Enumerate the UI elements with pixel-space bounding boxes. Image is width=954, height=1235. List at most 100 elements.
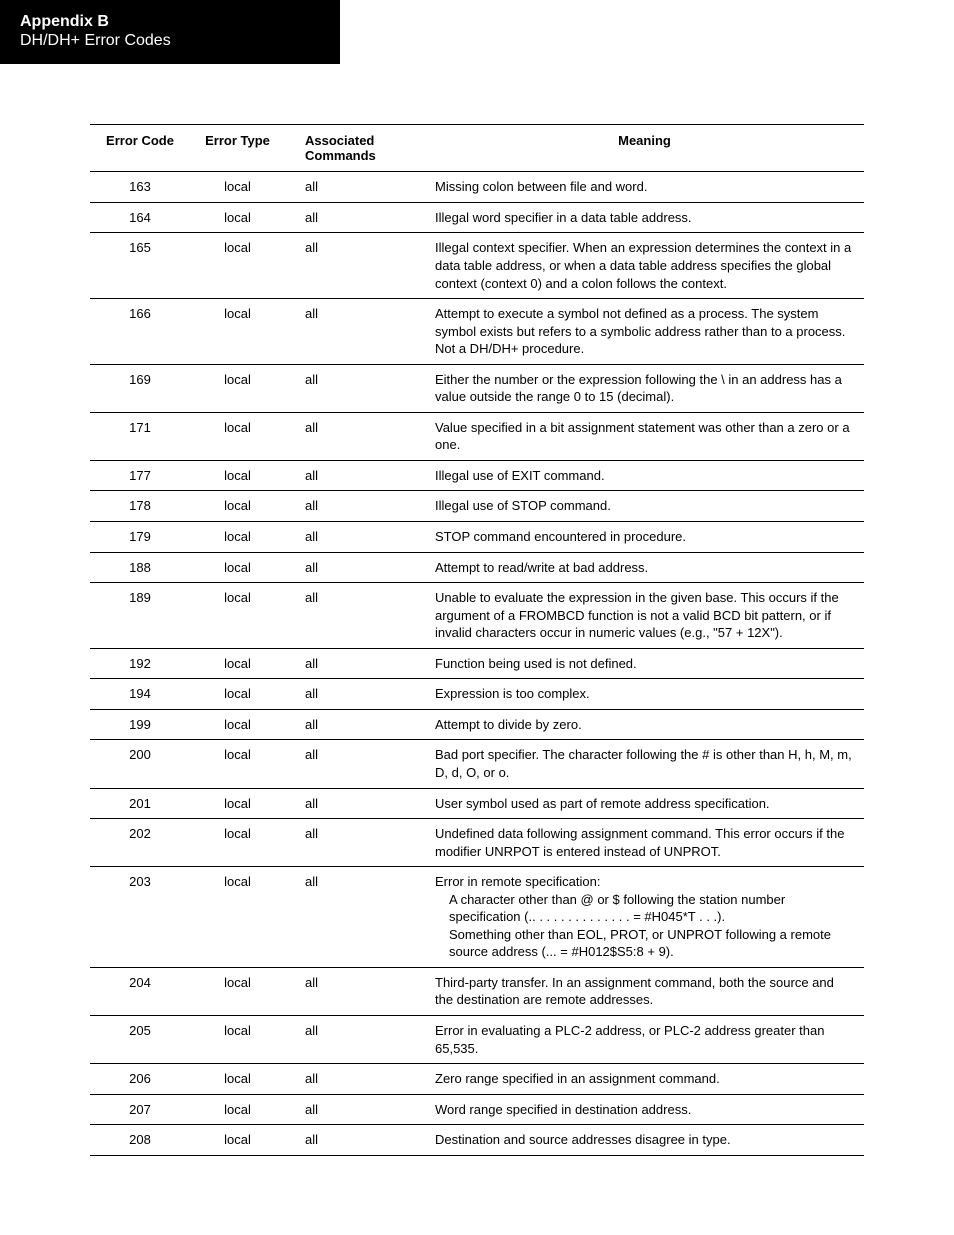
cell-meaning: Illegal use of EXIT command. bbox=[425, 460, 864, 491]
cell-meaning: Attempt to execute a symbol not defined … bbox=[425, 299, 864, 365]
table-row: 203localallError in remote specification… bbox=[90, 867, 864, 968]
cell-error-code: 202 bbox=[90, 819, 190, 867]
table-row: 177localallIllegal use of EXIT command. bbox=[90, 460, 864, 491]
table-row: 194localallExpression is too complex. bbox=[90, 679, 864, 710]
cell-associated-commands: all bbox=[285, 1094, 425, 1125]
header-title: Appendix B bbox=[20, 12, 320, 31]
cell-error-type: local bbox=[190, 1094, 285, 1125]
cell-associated-commands: all bbox=[285, 552, 425, 583]
cell-error-code: 192 bbox=[90, 648, 190, 679]
cell-error-type: local bbox=[190, 364, 285, 412]
table-row: 171localallValue specified in a bit assi… bbox=[90, 412, 864, 460]
cell-error-type: local bbox=[190, 1125, 285, 1156]
cell-associated-commands: all bbox=[285, 709, 425, 740]
cell-associated-commands: all bbox=[285, 648, 425, 679]
cell-meaning: Function being used is not defined. bbox=[425, 648, 864, 679]
cell-error-code: 203 bbox=[90, 867, 190, 968]
table-row: 166localallAttempt to execute a symbol n… bbox=[90, 299, 864, 365]
cell-error-code: 165 bbox=[90, 233, 190, 299]
cell-error-type: local bbox=[190, 819, 285, 867]
cell-error-code: 177 bbox=[90, 460, 190, 491]
cell-associated-commands: all bbox=[285, 412, 425, 460]
cell-meaning: Illegal context specifier. When an expre… bbox=[425, 233, 864, 299]
table-row: 188localallAttempt to read/write at bad … bbox=[90, 552, 864, 583]
cell-associated-commands: all bbox=[285, 491, 425, 522]
cell-error-code: 206 bbox=[90, 1064, 190, 1095]
cell-error-type: local bbox=[190, 299, 285, 365]
cell-error-type: local bbox=[190, 1015, 285, 1063]
cell-associated-commands: all bbox=[285, 788, 425, 819]
cell-error-type: local bbox=[190, 552, 285, 583]
cell-error-code: 199 bbox=[90, 709, 190, 740]
table-row: 207localallWord range specified in desti… bbox=[90, 1094, 864, 1125]
cell-meaning: Word range specified in destination addr… bbox=[425, 1094, 864, 1125]
table-row: 202localallUndefined data following assi… bbox=[90, 819, 864, 867]
cell-error-code: 179 bbox=[90, 522, 190, 553]
cell-error-code: 166 bbox=[90, 299, 190, 365]
page-content: Error Code Error Type Associated Command… bbox=[0, 64, 954, 1195]
cell-associated-commands: all bbox=[285, 1015, 425, 1063]
cell-error-type: local bbox=[190, 172, 285, 203]
cell-meaning: Illegal word specifier in a data table a… bbox=[425, 202, 864, 233]
cell-error-type: local bbox=[190, 788, 285, 819]
col-header-associated-commands: Associated Commands bbox=[285, 125, 425, 172]
cell-meaning: Third-party transfer. In an assignment c… bbox=[425, 967, 864, 1015]
cell-associated-commands: all bbox=[285, 299, 425, 365]
cell-error-code: 189 bbox=[90, 583, 190, 649]
cell-error-type: local bbox=[190, 491, 285, 522]
cell-error-type: local bbox=[190, 583, 285, 649]
cell-error-code: 205 bbox=[90, 1015, 190, 1063]
cell-associated-commands: all bbox=[285, 1064, 425, 1095]
table-row: 178localallIllegal use of STOP command. bbox=[90, 491, 864, 522]
cell-meaning: User symbol used as part of remote addre… bbox=[425, 788, 864, 819]
cell-error-code: 204 bbox=[90, 967, 190, 1015]
cell-meaning: Illegal use of STOP command. bbox=[425, 491, 864, 522]
cell-meaning: Unable to evaluate the expression in the… bbox=[425, 583, 864, 649]
table-row: 163localallMissing colon between file an… bbox=[90, 172, 864, 203]
cell-error-code: 171 bbox=[90, 412, 190, 460]
table-row: 169localallEither the number or the expr… bbox=[90, 364, 864, 412]
cell-error-type: local bbox=[190, 460, 285, 491]
table-row: 205localallError in evaluating a PLC-2 a… bbox=[90, 1015, 864, 1063]
cell-error-type: local bbox=[190, 679, 285, 710]
cell-associated-commands: all bbox=[285, 819, 425, 867]
cell-error-type: local bbox=[190, 1064, 285, 1095]
cell-associated-commands: all bbox=[285, 740, 425, 788]
cell-error-type: local bbox=[190, 740, 285, 788]
cell-meaning: Attempt to read/write at bad address. bbox=[425, 552, 864, 583]
cell-meaning: Attempt to divide by zero. bbox=[425, 709, 864, 740]
table-row: 201localallUser symbol used as part of r… bbox=[90, 788, 864, 819]
cell-error-code: 163 bbox=[90, 172, 190, 203]
cell-error-type: local bbox=[190, 522, 285, 553]
table-row: 164localallIllegal word specifier in a d… bbox=[90, 202, 864, 233]
cell-meaning: Value specified in a bit assignment stat… bbox=[425, 412, 864, 460]
error-codes-table: Error Code Error Type Associated Command… bbox=[90, 124, 864, 1155]
cell-error-code: 201 bbox=[90, 788, 190, 819]
cell-associated-commands: all bbox=[285, 679, 425, 710]
cell-meaning: Either the number or the expression foll… bbox=[425, 364, 864, 412]
cell-error-code: 164 bbox=[90, 202, 190, 233]
table-row: 165localallIllegal context specifier. Wh… bbox=[90, 233, 864, 299]
cell-meaning: STOP command encountered in procedure. bbox=[425, 522, 864, 553]
cell-meaning: Error in remote specification:A characte… bbox=[425, 867, 864, 968]
cell-associated-commands: all bbox=[285, 202, 425, 233]
table-row: 204localallThird-party transfer. In an a… bbox=[90, 967, 864, 1015]
cell-error-type: local bbox=[190, 412, 285, 460]
col-header-error-code: Error Code bbox=[90, 125, 190, 172]
table-row: 199localallAttempt to divide by zero. bbox=[90, 709, 864, 740]
page-header: Appendix B DH/DH+ Error Codes bbox=[0, 0, 340, 64]
cell-meaning: Error in evaluating a PLC-2 address, or … bbox=[425, 1015, 864, 1063]
table-body: 163localallMissing colon between file an… bbox=[90, 172, 864, 1155]
cell-meaning: Bad port specifier. The character follow… bbox=[425, 740, 864, 788]
cell-error-type: local bbox=[190, 867, 285, 968]
cell-error-code: 194 bbox=[90, 679, 190, 710]
cell-error-type: local bbox=[190, 648, 285, 679]
cell-meaning: Expression is too complex. bbox=[425, 679, 864, 710]
table-row: 208localallDestination and source addres… bbox=[90, 1125, 864, 1156]
header-subtitle: DH/DH+ Error Codes bbox=[20, 31, 320, 50]
cell-error-code: 178 bbox=[90, 491, 190, 522]
cell-error-type: local bbox=[190, 202, 285, 233]
cell-error-code: 200 bbox=[90, 740, 190, 788]
cell-associated-commands: all bbox=[285, 364, 425, 412]
cell-error-code: 208 bbox=[90, 1125, 190, 1156]
